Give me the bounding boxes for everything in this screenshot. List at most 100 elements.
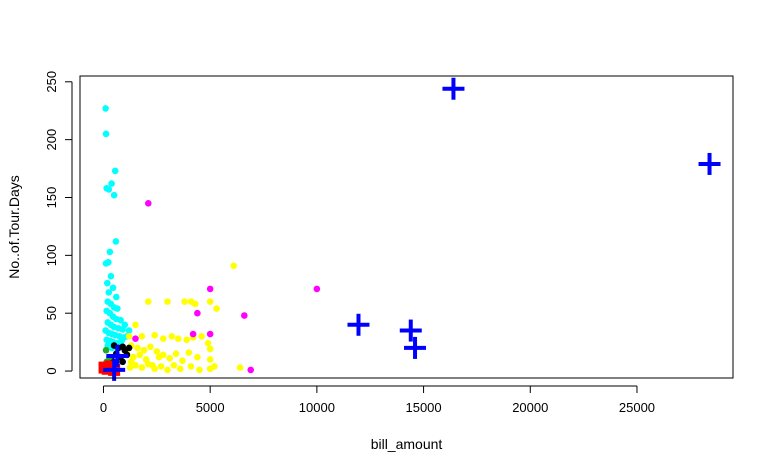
data-point bbox=[118, 337, 125, 345]
data-point bbox=[196, 366, 203, 374]
data-point bbox=[176, 365, 184, 373]
data-point bbox=[125, 327, 133, 334]
data-point bbox=[151, 331, 158, 339]
data-point bbox=[102, 105, 109, 112]
data-point bbox=[206, 345, 214, 353]
data-point bbox=[132, 321, 139, 329]
y-tick-label: 200 bbox=[44, 129, 59, 151]
y-tick-label: 0 bbox=[44, 367, 59, 374]
data-point bbox=[155, 353, 163, 361]
data-point bbox=[168, 333, 176, 340]
data-point bbox=[107, 272, 115, 280]
data-point bbox=[241, 312, 248, 319]
data-point bbox=[181, 298, 188, 305]
data-point bbox=[109, 284, 117, 292]
data-point bbox=[159, 335, 167, 342]
data-point bbox=[105, 289, 113, 296]
y-tick-label: 250 bbox=[44, 71, 59, 93]
y-axis-title: No..of.Tour.Days bbox=[6, 175, 22, 279]
data-point bbox=[136, 351, 144, 359]
data-point bbox=[347, 313, 370, 336]
data-point bbox=[106, 345, 129, 368]
x-tick-label: 15000 bbox=[405, 400, 441, 415]
data-points bbox=[98, 77, 721, 381]
data-point bbox=[247, 366, 255, 374]
data-point bbox=[313, 285, 321, 293]
data-point bbox=[125, 344, 133, 352]
series-2 bbox=[123, 262, 244, 374]
data-point bbox=[442, 77, 465, 100]
data-point bbox=[105, 186, 113, 193]
x-tick-label: 0 bbox=[100, 400, 107, 415]
data-point bbox=[236, 364, 244, 371]
data-point bbox=[194, 309, 201, 317]
data-point bbox=[111, 167, 119, 175]
data-point bbox=[144, 298, 152, 305]
data-point bbox=[103, 358, 126, 381]
data-point bbox=[206, 330, 214, 338]
x-tick-label: 20000 bbox=[512, 400, 548, 415]
x-axis-title: bill_amount bbox=[371, 436, 443, 452]
data-point bbox=[206, 356, 214, 363]
data-point bbox=[404, 336, 427, 359]
data-point bbox=[142, 356, 150, 363]
data-point bbox=[185, 349, 193, 356]
x-tick-label: 5000 bbox=[196, 400, 225, 415]
data-point bbox=[104, 279, 111, 287]
data-point bbox=[112, 293, 120, 301]
data-point bbox=[119, 358, 126, 366]
data-point bbox=[138, 333, 146, 340]
x-tick-label: 10000 bbox=[299, 400, 335, 415]
data-point bbox=[194, 353, 201, 361]
data-point bbox=[112, 238, 120, 245]
y-tick-label: 100 bbox=[44, 244, 59, 266]
data-point bbox=[117, 316, 124, 324]
series-1 bbox=[102, 105, 133, 352]
data-point bbox=[132, 361, 139, 369]
data-point bbox=[110, 191, 118, 199]
data-point bbox=[134, 344, 141, 352]
data-point bbox=[102, 346, 110, 354]
data-point bbox=[191, 300, 199, 308]
y-tick-label: 50 bbox=[44, 306, 59, 320]
data-point bbox=[102, 130, 110, 138]
data-point bbox=[153, 348, 161, 355]
y-tick-label: 150 bbox=[44, 187, 59, 209]
data-point bbox=[206, 285, 214, 293]
data-point bbox=[183, 336, 190, 344]
data-point bbox=[164, 366, 171, 374]
data-point bbox=[198, 333, 205, 340]
axis-ticks: 0 5000 10000 15000 20000 25000 0 50 100 150 200 250 bbox=[44, 71, 655, 415]
data-point bbox=[121, 321, 129, 329]
data-point bbox=[132, 335, 139, 342]
data-point bbox=[125, 333, 133, 340]
data-point bbox=[230, 262, 237, 270]
data-point bbox=[170, 361, 178, 369]
data-point bbox=[102, 260, 110, 267]
data-point bbox=[144, 199, 152, 207]
data-point bbox=[106, 248, 114, 256]
data-point bbox=[172, 350, 180, 358]
data-point bbox=[166, 355, 173, 362]
data-point bbox=[206, 298, 214, 305]
data-point bbox=[399, 319, 422, 342]
x-tick-label: 25000 bbox=[619, 400, 655, 415]
data-point bbox=[206, 365, 214, 373]
data-point bbox=[147, 343, 154, 351]
data-point bbox=[698, 152, 721, 175]
data-point bbox=[164, 298, 171, 305]
data-point bbox=[108, 180, 115, 187]
data-point bbox=[179, 357, 186, 364]
data-point bbox=[187, 363, 195, 370]
series-7 bbox=[103, 77, 721, 381]
data-point bbox=[140, 346, 148, 354]
series-3 bbox=[132, 199, 321, 374]
data-point bbox=[138, 364, 146, 371]
data-point bbox=[189, 330, 197, 338]
plot-frame bbox=[79, 75, 734, 379]
data-point bbox=[126, 364, 134, 371]
data-point bbox=[130, 353, 137, 361]
data-point bbox=[157, 363, 165, 370]
data-point bbox=[213, 305, 220, 312]
